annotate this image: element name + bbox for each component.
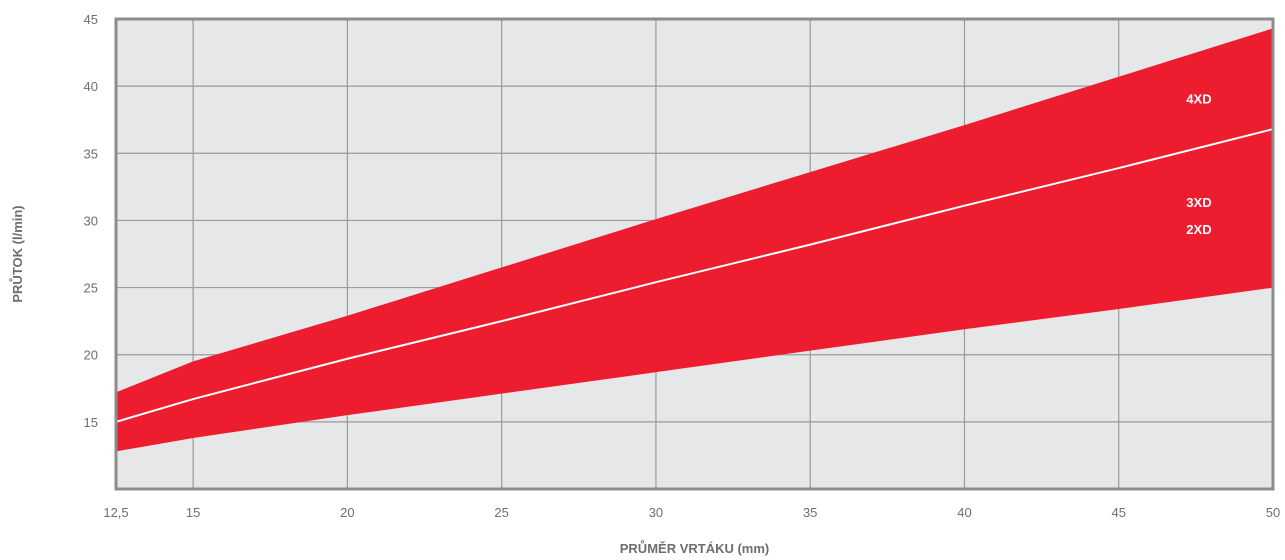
band-annotations: 4XD 3XD 2XD (1186, 92, 1211, 237)
y-tick-label: 20 (84, 348, 98, 363)
band-label: 4XD (1186, 92, 1211, 107)
band-label: 2XD (1186, 222, 1211, 237)
y-tick-label: 30 (84, 213, 98, 228)
y-tick-label: 25 (84, 281, 98, 296)
plot-frame (114, 17, 1275, 491)
y-tick-label: 15 (84, 415, 98, 430)
x-tick-label: 20 (340, 505, 354, 520)
y-tick-label: 45 (84, 12, 98, 27)
x-tick-label: 45 (1111, 505, 1125, 520)
y-tick-label: 35 (84, 146, 98, 161)
x-axis-ticks: 12,5 15 20 25 30 35 40 45 50 (103, 505, 1280, 520)
x-axis-title: PRŮMĚR VRTÁKU (mm) (620, 540, 770, 556)
y-axis-ticks: 15 20 25 30 35 40 45 (84, 12, 98, 430)
x-tick-label: 30 (649, 505, 663, 520)
y-tick-label: 40 (84, 79, 98, 94)
x-tick-label: 35 (803, 505, 817, 520)
x-tick-label: 12,5 (103, 505, 128, 520)
x-tick-label: 40 (957, 505, 971, 520)
x-tick-label: 25 (494, 505, 508, 520)
series-line-3xd (115, 128, 1274, 423)
y-axis-title: PRŮTOK (l/min) (9, 205, 25, 302)
x-tick-label: 15 (186, 505, 200, 520)
x-tick-label: 50 (1266, 505, 1280, 520)
band-label: 3XD (1186, 195, 1211, 210)
